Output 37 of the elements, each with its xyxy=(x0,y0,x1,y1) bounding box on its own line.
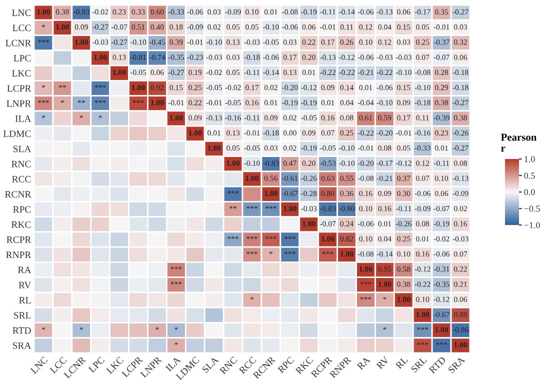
color-bar-label: −1.0 xyxy=(524,222,540,228)
y-tick-label: LCPR xyxy=(7,85,32,92)
color-bar-title: Pearson r xyxy=(500,134,537,152)
x-tick-label: LPC xyxy=(88,356,105,374)
y-tick-label: SRA xyxy=(12,342,32,349)
x-tick-label: SRL xyxy=(410,356,428,373)
y-tick-label: LNC xyxy=(12,10,31,16)
color-bar-label: 0.5 xyxy=(524,172,535,179)
y-tick-label: LCNR xyxy=(6,40,32,46)
y-tick-label: RL xyxy=(19,297,31,304)
x-tick-label: RTD xyxy=(428,356,446,374)
x-tick-label: RL xyxy=(395,356,408,370)
y-tick-label: ILA xyxy=(15,115,32,122)
y-tick-label: RNC xyxy=(12,160,31,168)
y-tick-label: RCPR xyxy=(6,236,32,243)
y-tick-label: LCC xyxy=(12,24,31,32)
color-bar-label: 0.0 xyxy=(524,189,535,196)
y-tick-label: LNPR xyxy=(6,100,32,107)
color-bar-label: 1.0 xyxy=(524,156,535,162)
y-tick-label: RPC xyxy=(13,206,31,213)
y-tick-label: RTD xyxy=(12,327,31,334)
y-tick-label: SLA xyxy=(14,146,32,152)
y-tick-label: SRL xyxy=(14,312,31,319)
x-tick-label: SLA xyxy=(202,356,219,374)
y-tick-label: RA xyxy=(18,266,32,274)
y-tick-label: RV xyxy=(18,282,32,288)
y-tick-label: LDMC xyxy=(3,130,31,138)
y-tick-label: RNPR xyxy=(6,252,32,258)
y-tick-label: RCNR xyxy=(5,191,32,198)
color-bar-label: −0.5 xyxy=(524,206,540,212)
y-tick-label: RKC xyxy=(12,221,31,228)
x-tick-label: RV xyxy=(376,356,390,370)
y-tick-label: RCC xyxy=(12,176,31,182)
x-tick-label: SRA xyxy=(448,356,466,374)
y-tick-label: LKC xyxy=(12,70,31,77)
y-tick-label: LPC xyxy=(14,54,31,62)
x-tick-label: RA xyxy=(356,356,370,370)
